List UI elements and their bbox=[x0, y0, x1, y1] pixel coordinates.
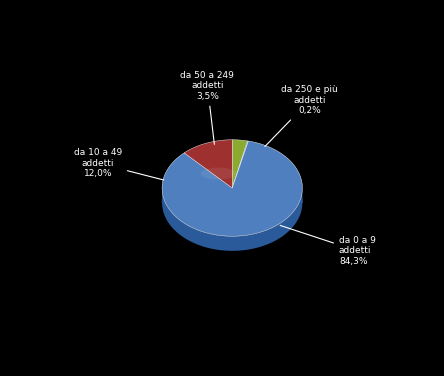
Polygon shape bbox=[232, 141, 248, 188]
Polygon shape bbox=[232, 140, 248, 188]
Text: da 10 a 49
addetti
12,0%: da 10 a 49 addetti 12,0% bbox=[74, 148, 164, 180]
Text: da 0 a 9
addetti
84,3%: da 0 a 9 addetti 84,3% bbox=[280, 225, 376, 266]
Polygon shape bbox=[184, 140, 232, 188]
Text: da 250 e più
addetti
0,2%: da 250 e più addetti 0,2% bbox=[265, 85, 338, 147]
Ellipse shape bbox=[201, 167, 236, 180]
Text: da 50 a 249
addetti
3,5%: da 50 a 249 addetti 3,5% bbox=[180, 71, 234, 144]
Polygon shape bbox=[162, 187, 302, 251]
Polygon shape bbox=[162, 141, 302, 236]
